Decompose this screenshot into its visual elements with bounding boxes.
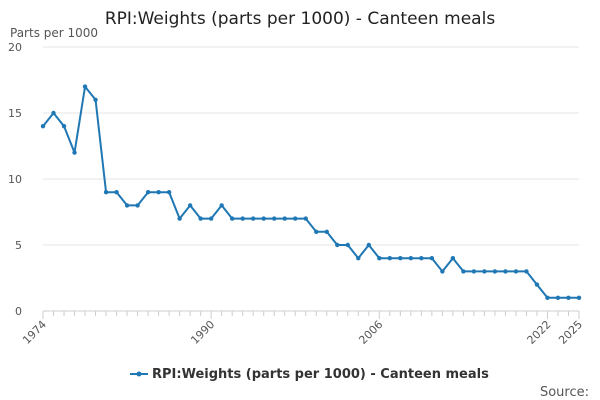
series-layer [40, 84, 582, 300]
data-point[interactable] [524, 269, 529, 274]
data-point[interactable] [555, 295, 561, 300]
y-axis-label: Parts per 1000 [10, 26, 98, 40]
data-point[interactable] [345, 242, 350, 248]
data-point[interactable] [114, 190, 119, 195]
data-point[interactable] [545, 295, 550, 300]
data-point[interactable] [461, 269, 466, 274]
data-point[interactable] [240, 216, 245, 221]
data-point[interactable] [450, 256, 456, 261]
data-point[interactable] [93, 97, 98, 103]
data-point[interactable] [314, 229, 319, 234]
data-point[interactable] [398, 256, 403, 261]
data-point[interactable] [229, 216, 235, 221]
data-point[interactable] [440, 269, 445, 274]
data-point[interactable] [303, 216, 308, 221]
data-point[interactable] [219, 203, 224, 208]
data-point[interactable] [135, 203, 140, 208]
chart-title: RPI:Weights (parts per 1000) - Canteen m… [105, 9, 496, 29]
data-point[interactable] [177, 216, 182, 221]
x-tick-label: 2006 [356, 318, 385, 347]
data-point[interactable] [261, 216, 266, 221]
data-point[interactable] [145, 190, 151, 195]
data-point[interactable] [40, 124, 46, 129]
data-point[interactable] [103, 190, 109, 195]
y-tick-label: 10 [8, 173, 22, 186]
data-point[interactable] [576, 295, 582, 300]
data-point[interactable] [250, 216, 256, 221]
data-point[interactable] [282, 216, 287, 221]
data-point[interactable] [51, 110, 56, 116]
data-point[interactable] [272, 216, 277, 221]
data-point[interactable] [82, 84, 88, 89]
y-tick-label: 0 [15, 305, 22, 318]
data-point[interactable] [566, 295, 571, 300]
legend-label: RPI:Weights (parts per 1000) - Canteen m… [152, 367, 489, 382]
data-point[interactable] [513, 269, 519, 274]
data-point[interactable] [366, 242, 372, 248]
data-point[interactable] [156, 190, 161, 195]
data-point[interactable] [419, 256, 424, 261]
data-point[interactable] [72, 150, 77, 155]
data-point[interactable] [187, 203, 193, 208]
data-point[interactable] [429, 256, 435, 261]
legend[interactable]: RPI:Weights (parts per 1000) - Canteen m… [130, 367, 489, 382]
data-point[interactable] [356, 256, 361, 261]
data-point[interactable] [471, 269, 477, 274]
x-axis: 1974 1990 2006 2022 2025 [20, 310, 585, 347]
data-point[interactable] [124, 203, 130, 208]
series-line [42, 85, 579, 299]
x-tick-label: 1990 [188, 318, 217, 347]
data-point[interactable] [503, 269, 508, 274]
data-point[interactable] [482, 269, 487, 274]
x-tick-label: 2025 [556, 318, 585, 347]
data-point[interactable] [293, 216, 298, 221]
data-point[interactable] [208, 216, 214, 221]
gridlines [43, 46, 579, 246]
data-point[interactable] [166, 190, 172, 195]
data-point[interactable] [335, 242, 340, 248]
data-point[interactable] [408, 256, 414, 261]
data-point[interactable] [324, 229, 329, 234]
y-tick-label: 20 [8, 41, 22, 54]
y-tick-label: 15 [8, 107, 22, 120]
x-tick-label: 1974 [20, 318, 49, 347]
legend-swatch-marker [136, 371, 142, 377]
y-axis-ticks: 0 5 10 15 20 [8, 41, 22, 318]
data-point[interactable] [198, 216, 203, 221]
data-point[interactable] [387, 256, 393, 261]
data-point[interactable] [534, 282, 540, 287]
data-point[interactable] [492, 269, 498, 274]
x-tick-label: 2022 [525, 318, 554, 347]
y-tick-label: 5 [15, 239, 22, 252]
data-point[interactable] [377, 256, 382, 261]
source-label: Source: [540, 385, 589, 400]
data-point[interactable] [61, 124, 67, 129]
